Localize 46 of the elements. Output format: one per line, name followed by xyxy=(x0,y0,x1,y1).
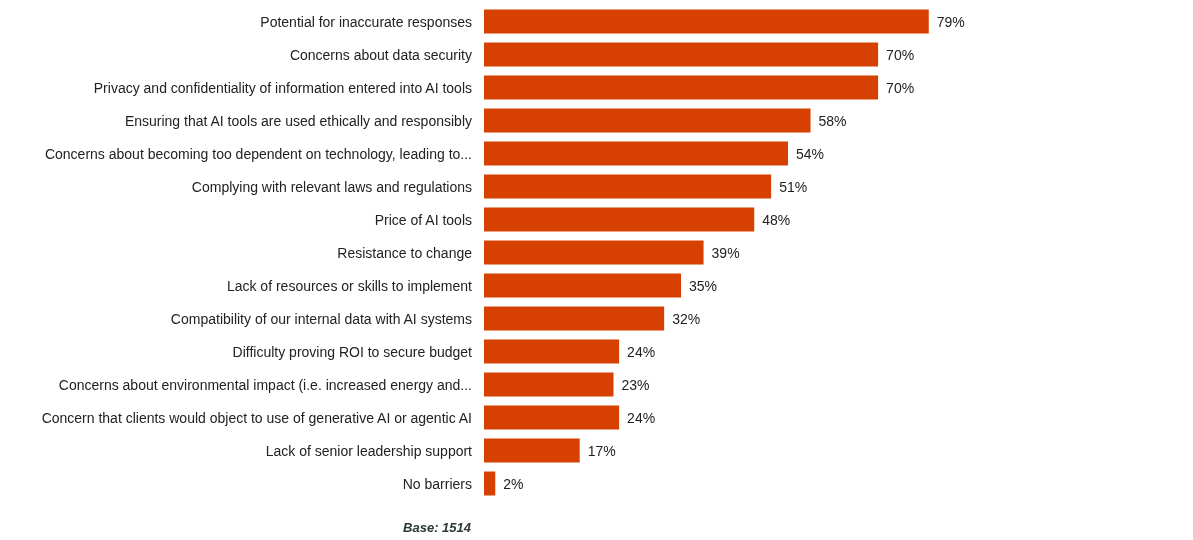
bar xyxy=(484,372,614,397)
bar xyxy=(484,174,772,199)
data-label: 2% xyxy=(503,475,524,492)
bar xyxy=(484,207,755,232)
y-tick-label: Resistance to change xyxy=(337,244,473,261)
bar xyxy=(484,438,580,463)
data-label: 79% xyxy=(936,13,965,30)
data-label: 48% xyxy=(762,211,791,228)
bar xyxy=(484,339,620,364)
data-label: 24% xyxy=(627,343,656,360)
y-tick-label: Complying with relevant laws and regulations xyxy=(191,178,472,195)
bar xyxy=(484,273,682,298)
y-tick-label: Concern that clients would object to use of generative AI or agentic AI xyxy=(41,409,472,426)
y-tick-label: Concerns about environmental impact (i.e. increased energy and... xyxy=(58,376,472,393)
bar xyxy=(484,141,789,166)
y-tick-label: Price of AI tools xyxy=(374,211,472,228)
bar xyxy=(484,108,811,133)
data-label: 23% xyxy=(621,376,650,393)
y-tick-label: Concerns about data security xyxy=(289,46,472,63)
bar xyxy=(484,42,879,67)
y-tick-label: Ensuring that AI tools are used ethically and responsibly xyxy=(124,112,472,129)
text: Base: 1514 xyxy=(403,520,472,535)
y-tick-label: Lack of senior leadership support xyxy=(265,442,473,459)
data-label: 39% xyxy=(711,244,740,261)
y-tick-label: Difficulty proving ROI to secure budget xyxy=(232,343,473,360)
data-label: 54% xyxy=(796,145,825,162)
bar xyxy=(484,405,620,430)
y-tick-label: Potential for inaccurate responses xyxy=(260,13,472,30)
y-tick-label: Compatibility of our internal data with AI systems xyxy=(170,310,472,327)
data-label: 58% xyxy=(818,112,847,129)
y-tick-label: Concerns about becoming too dependent on technology, leading to... xyxy=(44,145,472,162)
bar xyxy=(484,240,704,265)
y-tick-label: Lack of resources or skills to implement xyxy=(226,277,473,294)
data-label: 70% xyxy=(886,79,915,96)
data-label: 32% xyxy=(672,310,701,327)
bar xyxy=(484,306,665,331)
bar xyxy=(484,9,929,34)
data-label: 35% xyxy=(689,277,718,294)
data-label: 51% xyxy=(779,178,808,195)
bar xyxy=(484,471,496,496)
data-label: 17% xyxy=(587,442,616,459)
bar xyxy=(484,75,879,100)
data-label: 24% xyxy=(627,409,656,426)
y-tick-label: No barriers xyxy=(402,475,472,492)
data-label: 70% xyxy=(886,46,915,63)
y-tick-label: Privacy and confidentiality of information entered into AI tools xyxy=(93,79,472,96)
